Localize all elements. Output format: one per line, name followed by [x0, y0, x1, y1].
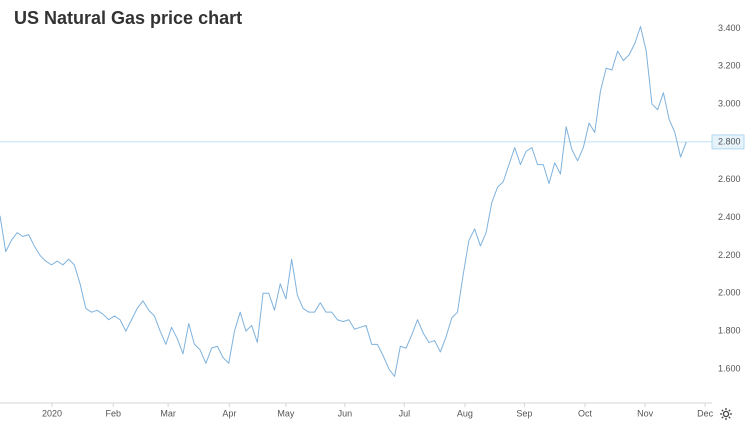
y-tick-label: 2.000 [718, 288, 741, 298]
x-tick-label: Jun [338, 408, 353, 418]
x-tick-label: 2020 [42, 408, 62, 418]
x-tick-label: Jul [399, 408, 411, 418]
y-tick-label: 2.200 [718, 250, 741, 260]
x-tick-label: Oct [578, 408, 593, 418]
y-tick-label: 3.200 [718, 61, 741, 71]
current-price-label: 2.800 [718, 136, 741, 146]
y-tick-label: 3.000 [718, 98, 741, 108]
y-tick-label: 2.600 [718, 174, 741, 184]
y-tick-label: 1.600 [718, 363, 741, 373]
x-tick-label: Mar [160, 408, 176, 418]
y-tick-label: 2.400 [718, 212, 741, 222]
settings-icon[interactable] [720, 408, 732, 420]
chart-title: US Natural Gas price chart [14, 8, 242, 28]
x-tick-label: Apr [222, 408, 236, 418]
current-price-box [711, 134, 745, 150]
x-tick-label: May [277, 408, 295, 418]
y-tick-label: 3.400 [718, 23, 741, 33]
x-tick-label: Aug [457, 408, 473, 418]
y-tick-label: 1.800 [718, 325, 741, 335]
x-tick-label: Dec [697, 408, 714, 418]
x-tick-label: Nov [637, 408, 654, 418]
price-line [0, 25, 687, 378]
x-tick-label: Sep [516, 408, 532, 418]
x-tick-label: Feb [105, 408, 121, 418]
